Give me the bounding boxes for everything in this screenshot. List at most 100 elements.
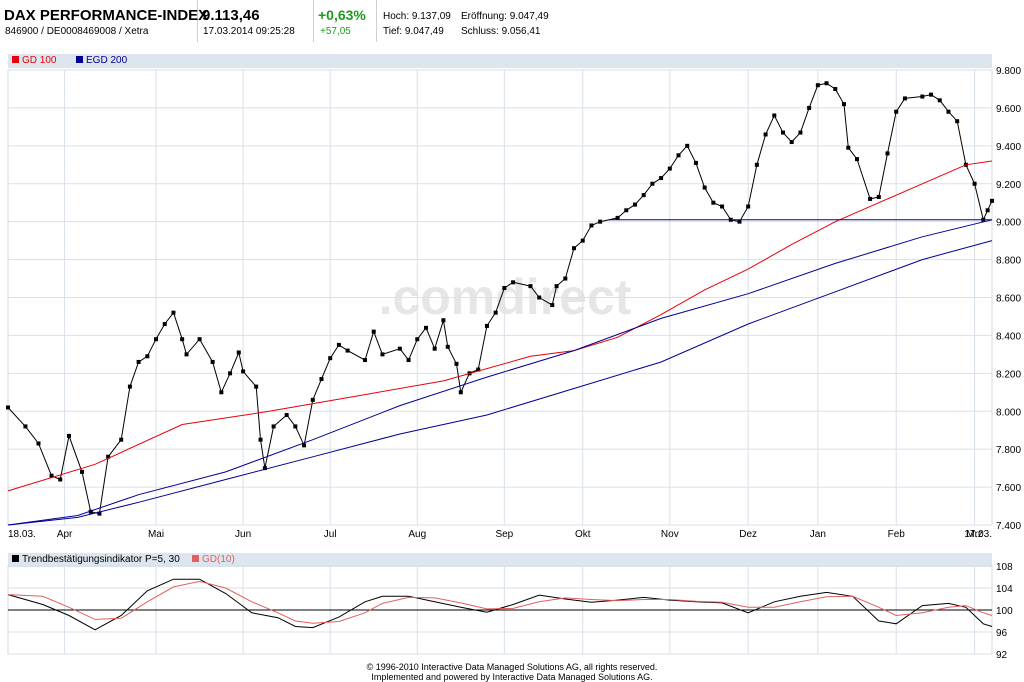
legend-gd100-label: GD 100 xyxy=(22,55,57,66)
dax-data-point xyxy=(284,413,289,418)
legend-trend: Trendbestätigungsindikator P=5, 30 xyxy=(12,554,180,565)
dax-data-point xyxy=(833,86,838,91)
stat-eroeffnung: Eröffnung: 9.047,49 xyxy=(461,11,549,22)
main-x-tick-label: Okt xyxy=(575,529,591,540)
main-y-tick-label: 7.400 xyxy=(996,521,1021,532)
dax-data-point xyxy=(262,466,267,471)
dax-data-point xyxy=(484,323,489,328)
main-y-tick-label: 8.000 xyxy=(996,407,1021,418)
price-datetime: 17.03.2014 09:25:28 xyxy=(203,26,295,37)
header-change-cell: +0,63% +57,05 xyxy=(314,0,377,42)
dax-data-point xyxy=(676,153,681,158)
stat-schluss: Schluss: 9.056,41 xyxy=(461,26,541,37)
dax-data-point xyxy=(406,358,411,363)
dax-data-point xyxy=(271,424,276,429)
main-y-tick-label: 8.400 xyxy=(996,331,1021,342)
dax-data-point xyxy=(598,219,603,224)
dax-data-point xyxy=(737,219,742,224)
dax-data-point xyxy=(36,441,41,446)
dax-data-point xyxy=(88,509,93,514)
dax-data-point xyxy=(458,390,463,395)
dax-data-point xyxy=(228,371,233,376)
dax-data-point xyxy=(537,295,542,300)
dax-data-point xyxy=(868,196,873,201)
dax-data-point xyxy=(946,109,951,114)
dax-data-point xyxy=(254,384,259,389)
dax-data-point xyxy=(894,109,899,114)
header-title-cell: DAX PERFORMANCE-INDEX 846900 / DE0008469… xyxy=(0,0,208,42)
dax-data-point xyxy=(711,200,716,205)
dax-data-point xyxy=(162,322,167,327)
index-title: DAX PERFORMANCE-INDEX xyxy=(4,7,209,24)
main-y-tick-label: 9.400 xyxy=(996,142,1021,153)
main-x-tick-label: Apr xyxy=(57,529,73,540)
dax-data-point xyxy=(454,361,459,366)
dax-data-point xyxy=(693,160,698,165)
main-x-tick-label: Aug xyxy=(408,529,426,540)
osc-series-trendbest-tigungsindikator-p-5-30 xyxy=(7,578,993,631)
dax-data-point xyxy=(937,98,942,103)
main-x-tick-label: Mrz xyxy=(966,529,983,540)
dax-data-point xyxy=(336,342,341,347)
main-x-tick-label: Dez xyxy=(739,529,757,540)
osc-y-tick-label: 104 xyxy=(996,584,1013,595)
dax-data-point xyxy=(345,348,350,353)
dax-data-point xyxy=(127,384,132,389)
osc-y-tick-label: 100 xyxy=(996,606,1013,617)
dax-data-point xyxy=(6,405,10,410)
dax-data-point xyxy=(441,318,446,323)
main-x-tick-label: Jun xyxy=(235,529,251,540)
dax-data-point xyxy=(58,477,63,482)
dax-data-point xyxy=(219,390,224,395)
dax-data-point xyxy=(550,303,555,308)
footer-copyright: © 1996-2010 Interactive Data Managed Sol… xyxy=(366,662,658,672)
dax-data-point xyxy=(397,346,402,351)
osc-y-tick-label: 96 xyxy=(996,628,1008,639)
dax-data-point xyxy=(855,157,860,162)
dax-data-point xyxy=(97,511,102,516)
dax-data-point xyxy=(49,473,54,478)
dax-data-point xyxy=(580,238,585,243)
dax-data-point xyxy=(528,284,533,289)
main-legend: GD 100 EGD 200 xyxy=(8,54,992,68)
dax-data-point xyxy=(302,443,307,448)
dax-data-point xyxy=(563,276,568,281)
legend-gd100: GD 100 xyxy=(12,55,56,66)
dax-data-point xyxy=(720,204,725,209)
legend-egd200-label: EGD 200 xyxy=(86,55,128,66)
dax-data-point xyxy=(171,310,176,315)
main-x-tick-label: Sep xyxy=(495,529,513,540)
main-x-tick-label: Nov xyxy=(661,529,679,540)
main-y-tick-label: 9.800 xyxy=(996,66,1021,77)
dax-data-point xyxy=(746,204,751,209)
dax-data-point xyxy=(641,193,646,198)
main-x-tick-label: Jul xyxy=(324,529,337,540)
main-x-tick-label: 18.03. xyxy=(8,529,36,540)
dax-data-point xyxy=(824,81,829,86)
dax-data-point xyxy=(363,358,368,363)
dax-data-point xyxy=(415,337,420,342)
legend-trend-swatch xyxy=(12,555,19,562)
stat-hoch: Hoch: 9.137,09 xyxy=(383,11,451,22)
dax-data-point xyxy=(184,352,189,357)
legend-gd10: GD(10) xyxy=(192,554,235,565)
series-egd-200-lower-line xyxy=(7,240,993,526)
dax-data-point xyxy=(145,354,150,359)
dax-data-point xyxy=(589,223,594,228)
dax-data-point xyxy=(136,359,141,364)
dax-data-point xyxy=(685,143,690,148)
main-y-tick-label: 9.200 xyxy=(996,180,1021,191)
dax-data-point xyxy=(236,350,241,355)
dax-data-point xyxy=(241,369,246,374)
dax-data-point xyxy=(554,284,559,289)
main-x-tick-label: 17.03. xyxy=(964,529,992,540)
dax-data-point xyxy=(846,145,851,150)
dax-data-point xyxy=(310,397,315,402)
main-y-tick-label: 9.600 xyxy=(996,104,1021,115)
dax-data-point xyxy=(815,83,820,88)
dax-data-point xyxy=(511,280,516,285)
header-stats-cell: Hoch: 9.137,09 Eröffnung: 9.047,49 Tief:… xyxy=(377,0,567,42)
dax-data-point xyxy=(258,437,263,442)
main-y-tick-label: 8.800 xyxy=(996,256,1021,267)
main-y-tick-label: 7.600 xyxy=(996,483,1021,494)
